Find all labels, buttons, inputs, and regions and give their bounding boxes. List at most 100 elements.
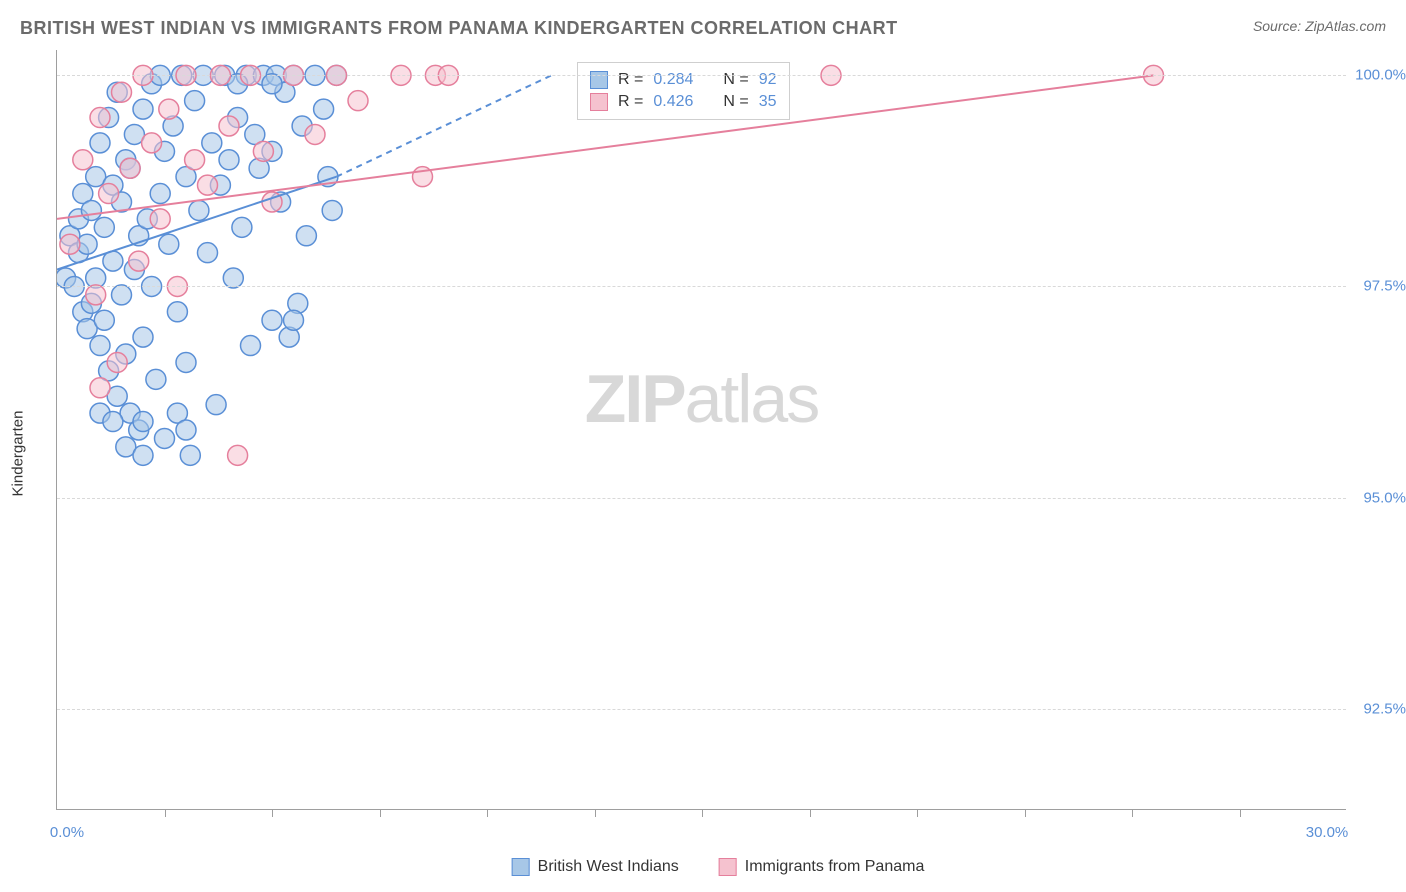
data-point bbox=[232, 217, 252, 237]
data-point bbox=[185, 91, 205, 111]
r-value: 0.284 bbox=[653, 71, 693, 89]
data-point bbox=[90, 336, 110, 356]
x-tick bbox=[380, 809, 381, 817]
data-point bbox=[94, 217, 114, 237]
y-tick-label: 95.0% bbox=[1363, 489, 1406, 506]
chart-title: BRITISH WEST INDIAN VS IMMIGRANTS FROM P… bbox=[20, 18, 898, 39]
data-point bbox=[348, 91, 368, 111]
data-point bbox=[81, 200, 101, 220]
data-point bbox=[133, 99, 153, 119]
data-point bbox=[103, 412, 123, 432]
data-point bbox=[120, 158, 140, 178]
data-point bbox=[150, 209, 170, 229]
data-point bbox=[99, 184, 119, 204]
data-point bbox=[253, 141, 273, 161]
data-point bbox=[322, 200, 342, 220]
data-point bbox=[241, 336, 261, 356]
data-point bbox=[142, 133, 162, 153]
plot-area: ZIPatlas R =0.284N =92R =0.426N =35 92.5… bbox=[56, 50, 1346, 810]
x-tick bbox=[810, 809, 811, 817]
stats-legend-box: R = 0.284 N = 92 R = 0.426 N = 35 bbox=[577, 62, 790, 120]
data-point bbox=[133, 412, 153, 432]
data-point bbox=[198, 175, 218, 195]
data-point bbox=[90, 133, 110, 153]
x-tick-label: 30.0% bbox=[1306, 824, 1349, 841]
data-point bbox=[176, 420, 196, 440]
data-point bbox=[94, 310, 114, 330]
data-point bbox=[219, 116, 239, 136]
gridline bbox=[57, 709, 1346, 710]
data-point bbox=[198, 243, 218, 263]
n-label: N = bbox=[723, 93, 748, 111]
y-tick-label: 97.5% bbox=[1363, 278, 1406, 295]
data-point bbox=[112, 82, 132, 102]
gridline bbox=[57, 498, 1346, 499]
legend-label: British West Indians bbox=[538, 858, 679, 876]
data-point bbox=[296, 226, 316, 246]
data-point bbox=[150, 184, 170, 204]
stats-row: R = 0.426 N = 35 bbox=[590, 91, 777, 113]
x-tick bbox=[165, 809, 166, 817]
gridline bbox=[57, 75, 1346, 76]
data-point bbox=[314, 99, 334, 119]
data-point bbox=[284, 310, 304, 330]
n-label: N = bbox=[723, 71, 748, 89]
legend-swatch bbox=[512, 858, 530, 876]
data-point bbox=[112, 285, 132, 305]
r-label: R = bbox=[618, 93, 643, 111]
legend-swatch bbox=[590, 71, 608, 89]
data-point bbox=[159, 234, 179, 254]
data-point bbox=[155, 428, 175, 448]
legend-entry: British West Indians bbox=[512, 858, 679, 876]
legend-label: Immigrants from Panama bbox=[745, 858, 925, 876]
data-point bbox=[133, 327, 153, 347]
data-point bbox=[219, 150, 239, 170]
data-point bbox=[73, 150, 93, 170]
data-point bbox=[60, 234, 80, 254]
data-point bbox=[176, 352, 196, 372]
x-tick bbox=[272, 809, 273, 817]
data-point bbox=[262, 310, 282, 330]
data-point bbox=[133, 445, 153, 465]
y-tick-label: 100.0% bbox=[1355, 67, 1406, 84]
bottom-legend: British West Indians Immigrants from Pana… bbox=[512, 858, 925, 876]
data-point bbox=[146, 369, 166, 389]
data-point bbox=[185, 150, 205, 170]
data-point bbox=[167, 302, 187, 322]
data-point bbox=[180, 445, 200, 465]
data-point bbox=[90, 108, 110, 128]
regression-line bbox=[337, 75, 552, 176]
r-value: 0.426 bbox=[653, 93, 693, 111]
n-value: 35 bbox=[759, 93, 777, 111]
x-tick bbox=[917, 809, 918, 817]
chart-container: Kindergarten ZIPatlas R =0.284N =92R =0.… bbox=[48, 50, 1388, 840]
legend-swatch bbox=[719, 858, 737, 876]
x-tick bbox=[702, 809, 703, 817]
source-label: Source: ZipAtlas.com bbox=[1253, 18, 1386, 34]
legend-entry: Immigrants from Panama bbox=[719, 858, 925, 876]
x-tick bbox=[1240, 809, 1241, 817]
y-tick-label: 92.5% bbox=[1363, 700, 1406, 717]
legend-swatch bbox=[590, 93, 608, 111]
y-axis-label: Kindergarten bbox=[10, 411, 27, 497]
data-point bbox=[305, 124, 325, 144]
data-point bbox=[202, 133, 222, 153]
data-point bbox=[159, 99, 179, 119]
x-tick bbox=[487, 809, 488, 817]
x-tick bbox=[595, 809, 596, 817]
x-tick bbox=[1132, 809, 1133, 817]
stats-row: R = 0.284 N = 92 bbox=[590, 69, 777, 91]
data-point bbox=[223, 268, 243, 288]
x-tick-label: 0.0% bbox=[50, 824, 84, 841]
scatter-svg bbox=[57, 50, 1347, 810]
gridline bbox=[57, 286, 1346, 287]
data-point bbox=[107, 352, 127, 372]
data-point bbox=[86, 285, 106, 305]
data-point bbox=[206, 395, 226, 415]
x-tick bbox=[1025, 809, 1026, 817]
data-point bbox=[189, 200, 209, 220]
data-point bbox=[90, 378, 110, 398]
data-point bbox=[228, 445, 248, 465]
r-label: R = bbox=[618, 71, 643, 89]
n-value: 92 bbox=[759, 71, 777, 89]
